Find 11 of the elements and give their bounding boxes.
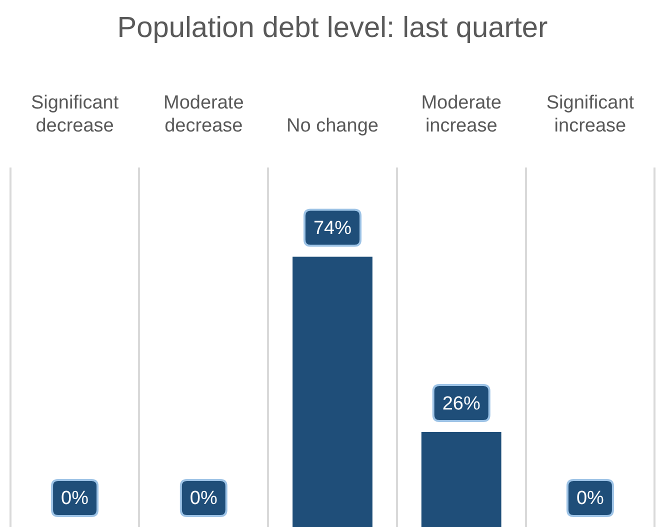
data-label: 74% — [313, 218, 352, 240]
chart-title: Population debt level: last quarter — [116, 12, 549, 45]
data-label: 0% — [190, 488, 218, 510]
x-tick-label: Moderate decrease — [164, 92, 244, 136]
x-tick-label: No change — [286, 115, 378, 136]
x-tick-label: Significant increase — [546, 92, 635, 136]
x-tick-label: Moderate increase — [421, 92, 502, 136]
data-label: 26% — [442, 393, 480, 414]
data-label: 0% — [61, 488, 89, 510]
x-tick-label: Significant decrease — [30, 92, 120, 136]
data-label: 0% — [576, 488, 604, 510]
